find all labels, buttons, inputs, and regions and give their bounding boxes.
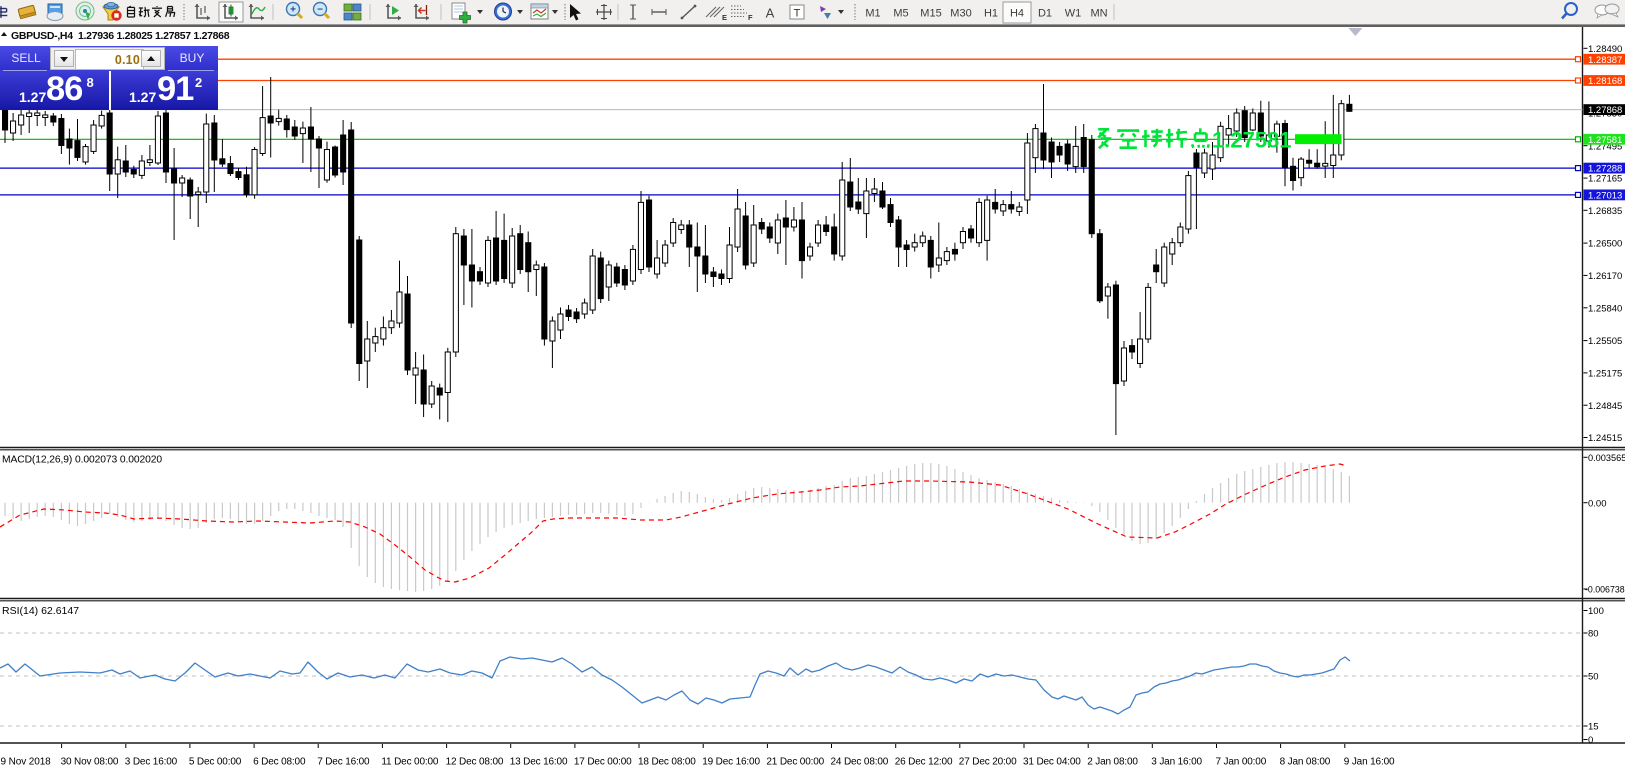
svg-text:M1: M1 [865,8,880,20]
svg-text:12 Dec 08:00: 12 Dec 08:00 [446,757,504,768]
svg-text:11 Dec 00:00: 11 Dec 00:00 [381,757,439,768]
svg-text:1.26835: 1.26835 [1588,206,1622,217]
svg-text:H1: H1 [984,8,998,20]
svg-text:1.27495: 1.27495 [1588,141,1622,152]
svg-text:−: − [317,5,323,16]
svg-text:1.27288: 1.27288 [1588,164,1622,175]
svg-text:5 Dec 00:00: 5 Dec 00:00 [189,757,242,768]
svg-text:50: 50 [1588,672,1599,683]
svg-text:W1: W1 [1065,8,1082,20]
svg-text:1.28168: 1.28168 [1588,76,1622,87]
svg-text:1.26500: 1.26500 [1588,239,1622,250]
svg-text:3 Dec 16:00: 3 Dec 16:00 [125,757,178,768]
svg-text:1.28490: 1.28490 [1588,44,1622,55]
svg-text:80: 80 [1588,629,1599,640]
svg-text:E: E [722,13,727,22]
svg-text:1.25175: 1.25175 [1588,369,1622,380]
svg-text:M5: M5 [893,8,908,20]
svg-text:D1: D1 [1038,8,1052,20]
svg-text:0.003565: 0.003565 [1588,453,1625,463]
svg-text:-0.006738: -0.006738 [1585,585,1625,595]
svg-text:1.24515: 1.24515 [1588,433,1622,444]
svg-text:0.00: 0.00 [1588,498,1607,509]
svg-text:1.25505: 1.25505 [1588,336,1622,347]
svg-text:18 Dec 08:00: 18 Dec 08:00 [638,757,696,768]
svg-text:MACD(12,26,9) 0.002073 0.00202: MACD(12,26,9) 0.002073 0.002020 [2,454,162,465]
svg-text:1.26170: 1.26170 [1588,271,1622,282]
svg-text:26 Dec 12:00: 26 Dec 12:00 [895,757,953,768]
svg-text:A: A [766,6,775,21]
svg-text:24 Dec 08:00: 24 Dec 08:00 [831,757,889,768]
svg-text:9 Nov 2018: 9 Nov 2018 [1,757,52,768]
svg-text:T: T [794,8,801,20]
svg-text:100: 100 [1588,606,1604,617]
svg-text:M15: M15 [920,8,941,20]
svg-text:+: + [290,5,296,16]
svg-text:1.27013: 1.27013 [1588,191,1622,202]
svg-text:27 Dec 20:00: 27 Dec 20:00 [959,757,1017,768]
svg-text:1.27868: 1.27868 [1588,105,1622,116]
svg-text:8 Jan 08:00: 8 Jan 08:00 [1280,757,1331,768]
svg-text:1.25840: 1.25840 [1588,303,1622,314]
svg-text:F: F [748,13,753,22]
svg-text:M30: M30 [950,8,971,20]
svg-text:3 Jan 16:00: 3 Jan 16:00 [1151,757,1202,768]
svg-text:7 Dec 16:00: 7 Dec 16:00 [317,757,370,768]
svg-text:9 Jan 16:00: 9 Jan 16:00 [1344,757,1395,768]
svg-text:1.28387: 1.28387 [1588,55,1622,66]
svg-text:17 Dec 00:00: 17 Dec 00:00 [574,757,632,768]
svg-text:30 Nov 08:00: 30 Nov 08:00 [61,757,119,768]
svg-text:1.27581: 1.27581 [1588,135,1622,146]
svg-text:15: 15 [1588,722,1599,733]
svg-text:13 Dec 16:00: 13 Dec 16:00 [510,757,568,768]
svg-text:2 Jan 08:00: 2 Jan 08:00 [1087,757,1138,768]
svg-text:H4: H4 [1010,8,1024,20]
svg-text:21 Dec 00:00: 21 Dec 00:00 [766,757,824,768]
svg-text:7 Jan 00:00: 7 Jan 00:00 [1216,757,1267,768]
svg-text:6 Dec 08:00: 6 Dec 08:00 [253,757,306,768]
svg-text:0: 0 [1588,735,1593,746]
svg-text:MN: MN [1090,8,1107,20]
svg-text:1.27581: 1.27581 [1212,128,1292,153]
svg-text:19 Dec 16:00: 19 Dec 16:00 [702,757,760,768]
svg-text:1.24845: 1.24845 [1588,401,1622,412]
svg-text:RSI(14) 62.6147: RSI(14) 62.6147 [2,605,79,617]
svg-text:1.27165: 1.27165 [1588,174,1622,185]
svg-text:31 Dec 04:00: 31 Dec 04:00 [1023,757,1081,768]
